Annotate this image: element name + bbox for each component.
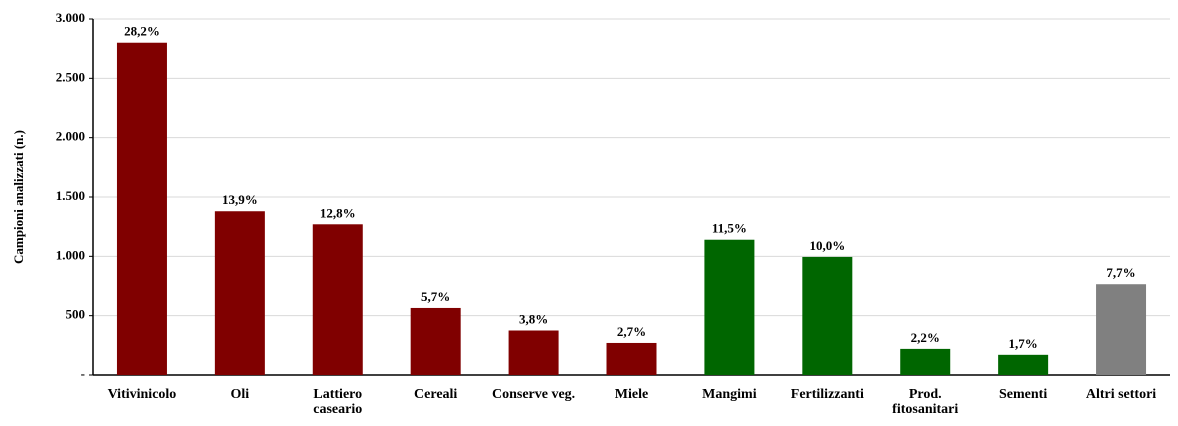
value-label: 11,5% — [712, 221, 747, 236]
bar — [606, 342, 657, 375]
y-tick-label: 3.000 — [56, 10, 85, 25]
y-tick-label: 500 — [66, 307, 86, 322]
bar — [312, 224, 363, 375]
bar — [1096, 284, 1147, 375]
x-tick-label: Miele — [614, 387, 649, 402]
x-tick-label: Fertilizzanti — [790, 387, 864, 402]
y-tick-label: 1.500 — [56, 188, 85, 203]
value-label: 28,2% — [124, 24, 160, 39]
x-tick-label: Altri settori — [1085, 387, 1157, 402]
y-axis-label: Campioni analizzati (n.) — [11, 130, 26, 264]
y-tick-label: - — [81, 366, 85, 381]
value-label: 2,2% — [911, 330, 940, 345]
value-label: 13,9% — [222, 192, 258, 207]
value-label: 2,7% — [617, 324, 646, 339]
value-label: 1,7% — [1009, 336, 1038, 351]
x-tick-label: Cereali — [414, 387, 458, 402]
bar — [704, 239, 755, 375]
x-tick-label: Prod. fitosanitari — [892, 387, 959, 417]
bar — [508, 330, 559, 375]
value-label: 10,0% — [809, 238, 845, 253]
x-tick-label: Vitivinicolo — [107, 387, 177, 402]
bar — [116, 42, 167, 375]
x-tick-label: Oli — [230, 387, 250, 402]
value-label: 5,7% — [421, 289, 450, 304]
x-tick-label: Mangimi — [702, 387, 757, 402]
bar — [410, 307, 461, 375]
y-tick-label: 2.500 — [56, 69, 85, 84]
bar — [802, 256, 853, 375]
x-tick-label: Lattiero caseario — [313, 387, 363, 417]
value-label: 12,8% — [320, 205, 356, 220]
value-label: 7,7% — [1106, 265, 1135, 280]
bar — [998, 354, 1049, 375]
bar — [214, 211, 265, 375]
x-tick-label: Sementi — [999, 387, 1048, 402]
x-tick-label: Conserve veg. — [491, 387, 576, 402]
y-tick-label: 1.000 — [56, 247, 85, 262]
bar — [900, 348, 951, 375]
y-tick-label: 2.000 — [56, 129, 85, 144]
value-label: 3,8% — [519, 311, 548, 326]
